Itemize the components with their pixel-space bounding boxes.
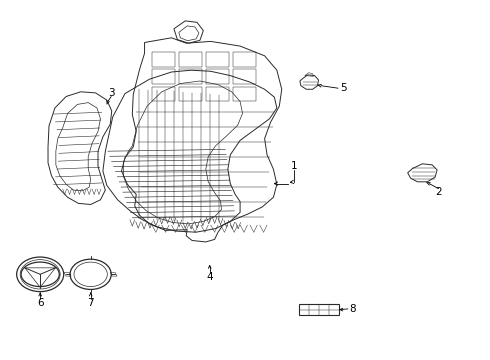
Text: 8: 8 — [349, 304, 356, 314]
Text: 5: 5 — [341, 83, 347, 93]
Text: 4: 4 — [206, 272, 213, 282]
Text: 2: 2 — [435, 187, 442, 197]
Text: 6: 6 — [37, 298, 44, 308]
Text: 3: 3 — [108, 88, 115, 98]
Text: 7: 7 — [87, 298, 94, 308]
Text: 1: 1 — [291, 161, 297, 171]
